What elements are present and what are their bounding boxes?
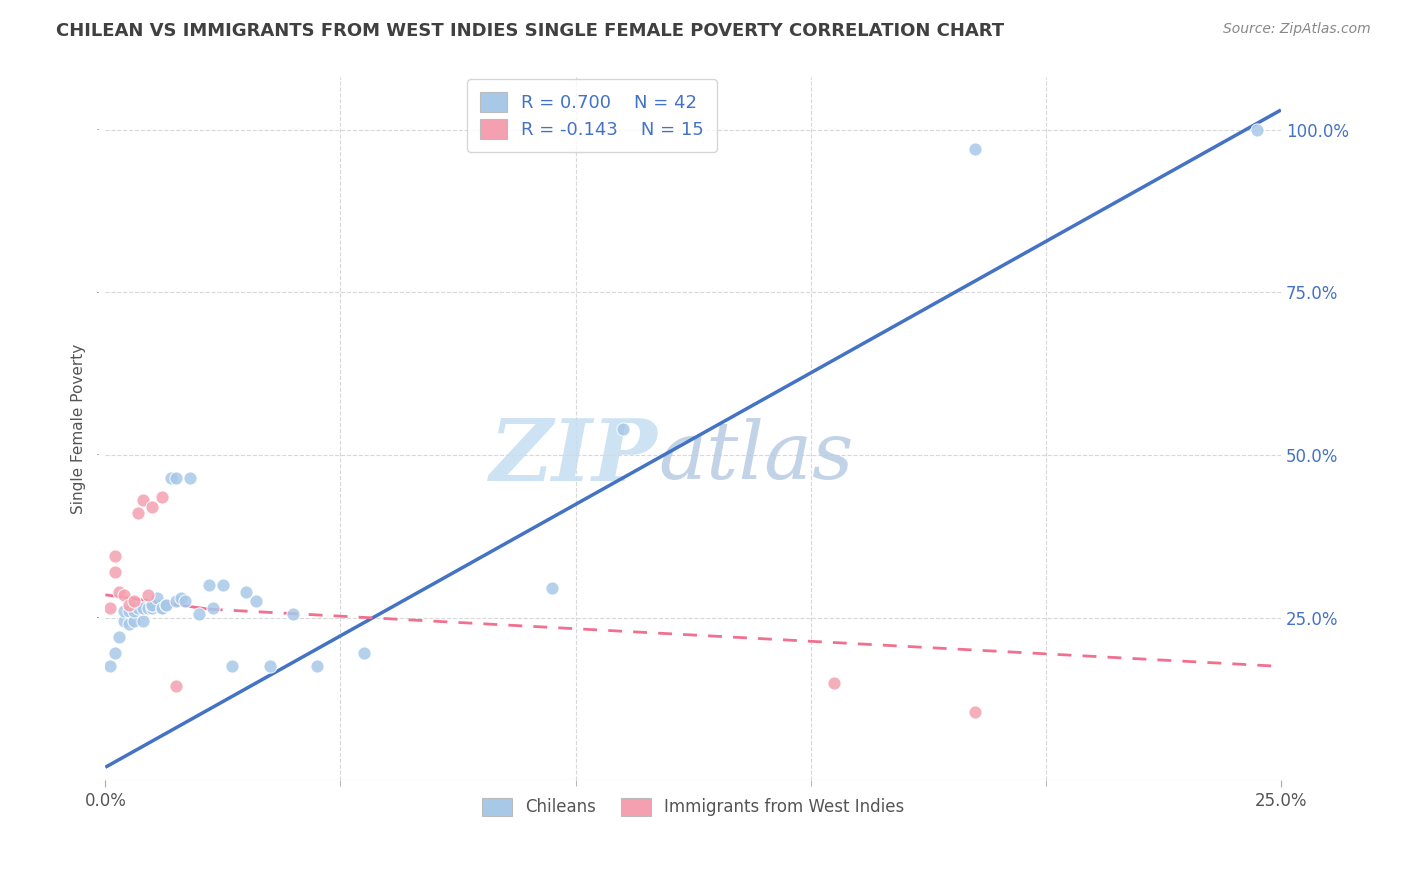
Point xyxy=(202,600,225,615)
Point xyxy=(165,679,187,693)
Point xyxy=(179,471,201,485)
Point xyxy=(132,493,155,508)
Point xyxy=(612,422,634,436)
Point xyxy=(174,594,197,608)
Point xyxy=(108,630,131,644)
Point xyxy=(150,490,173,504)
Text: CHILEAN VS IMMIGRANTS FROM WEST INDIES SINGLE FEMALE POVERTY CORRELATION CHART: CHILEAN VS IMMIGRANTS FROM WEST INDIES S… xyxy=(56,22,1004,40)
Point xyxy=(141,500,163,514)
Point xyxy=(98,659,121,673)
Point xyxy=(122,614,145,628)
Point xyxy=(823,675,845,690)
Point xyxy=(155,598,177,612)
Point xyxy=(165,471,187,485)
Point xyxy=(118,617,141,632)
Point xyxy=(112,588,135,602)
Point xyxy=(122,604,145,618)
Point xyxy=(136,588,159,602)
Point xyxy=(118,604,141,618)
Point xyxy=(108,584,131,599)
Point xyxy=(112,614,135,628)
Point xyxy=(150,600,173,615)
Text: Source: ZipAtlas.com: Source: ZipAtlas.com xyxy=(1223,22,1371,37)
Point xyxy=(132,614,155,628)
Point xyxy=(127,507,149,521)
Point xyxy=(98,600,121,615)
Point xyxy=(165,594,187,608)
Point xyxy=(141,598,163,612)
Point xyxy=(104,647,127,661)
Point xyxy=(1246,122,1268,136)
Point xyxy=(221,659,243,673)
Point xyxy=(169,591,191,605)
Point xyxy=(141,598,163,612)
Point xyxy=(212,578,235,592)
Point xyxy=(965,142,987,156)
Point xyxy=(353,647,375,661)
Point xyxy=(198,578,221,592)
Point xyxy=(259,659,281,673)
Y-axis label: Single Female Poverty: Single Female Poverty xyxy=(72,343,86,514)
Point xyxy=(104,565,127,579)
Point xyxy=(541,582,564,596)
Point xyxy=(235,584,257,599)
Point xyxy=(112,604,135,618)
Point xyxy=(965,705,987,719)
Text: ZIP: ZIP xyxy=(491,416,658,499)
Text: atlas: atlas xyxy=(658,418,853,496)
Point xyxy=(146,591,169,605)
Point xyxy=(104,549,127,563)
Point xyxy=(127,600,149,615)
Legend: Chileans, Immigrants from West Indies: Chileans, Immigrants from West Indies xyxy=(474,789,912,825)
Point xyxy=(136,600,159,615)
Point xyxy=(150,600,173,615)
Point xyxy=(160,471,183,485)
Point xyxy=(305,659,328,673)
Point xyxy=(155,598,177,612)
Point xyxy=(132,600,155,615)
Point xyxy=(118,598,141,612)
Point xyxy=(245,594,267,608)
Point xyxy=(141,600,163,615)
Point xyxy=(122,594,145,608)
Point xyxy=(188,607,211,622)
Point xyxy=(283,607,305,622)
